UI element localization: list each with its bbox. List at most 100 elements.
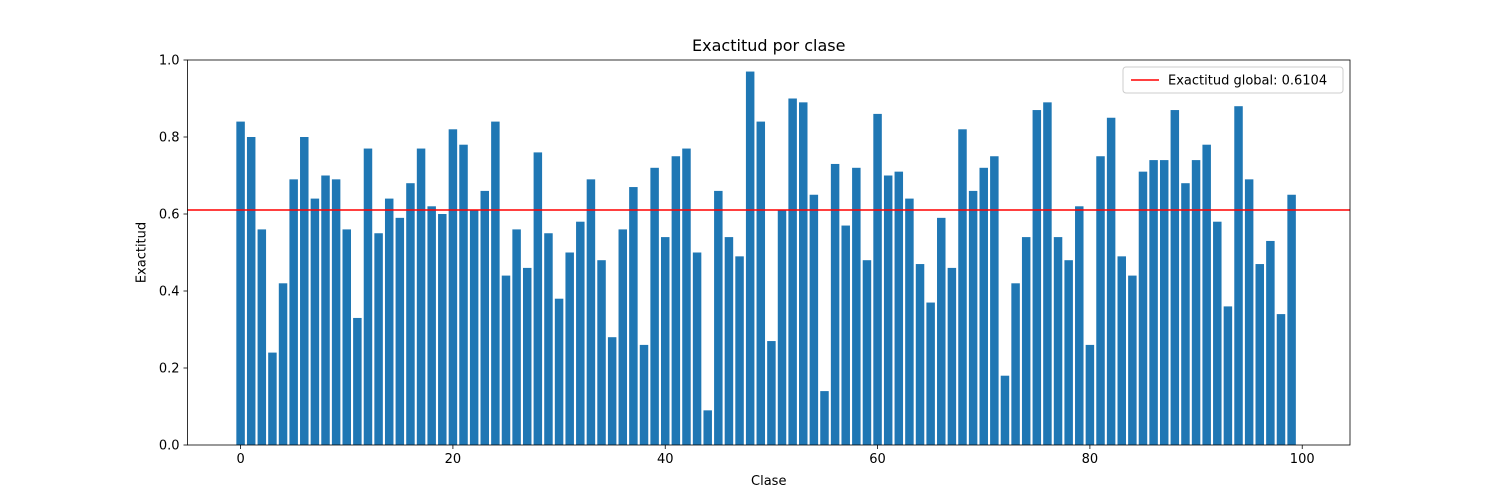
bar-class-12 [363,148,373,446]
bar-class-46 [724,237,734,445]
bar-class-32 [576,221,585,445]
bar-class-6 [300,137,309,445]
bar-class-80 [1085,344,1095,445]
bar-class-33 [586,179,596,445]
bar-class-40 [660,237,670,445]
bar-class-97 [1266,240,1275,445]
bar-class-26 [512,229,521,445]
bar-class-50 [767,341,776,445]
bar-class-66 [937,217,946,445]
bar-class-20 [448,129,458,446]
bar-class-62 [894,171,904,445]
bar-class-19 [438,214,447,445]
bar-class-65 [926,302,935,445]
x-axis-label: Clase [751,474,786,489]
bar-class-1 [246,137,256,445]
bar-class-91 [1202,144,1211,445]
bar-class-13 [374,233,383,445]
bar-class-53 [799,102,808,445]
bar-class-38 [639,344,649,445]
x-tick-label: 40 [657,452,674,467]
bar-class-45 [714,190,723,445]
bar-class-87 [1159,160,1169,445]
bar-class-56 [830,163,840,445]
bar-class-59 [862,260,872,445]
bar-class-51 [777,210,787,445]
y-tick-label: 0.8 [159,131,180,146]
legend-box [1122,66,1344,94]
bar-class-21 [459,144,468,445]
bar-class-85 [1138,171,1148,445]
y-axis-label: Exactitud [135,222,150,283]
bar-class-9 [331,179,341,445]
bar-class-75 [1032,110,1042,446]
bar-class-28 [533,152,543,445]
bar-class-79 [1075,206,1084,445]
bar-class-55 [820,391,829,445]
bar-class-29 [544,233,553,445]
bar-class-48 [745,71,755,446]
bar-class-86 [1149,160,1158,445]
bar-class-39 [650,167,659,446]
bars-group [236,71,1296,446]
x-tick-label: 100 [1290,452,1315,467]
x-tick-label: 80 [1082,452,1099,467]
bar-class-31 [565,252,574,445]
bar-class-54 [809,194,819,445]
bar-class-84 [1128,275,1137,445]
bar-class-35 [607,337,617,445]
bar-class-8 [321,175,330,445]
bar-class-41 [671,156,681,445]
bar-class-43 [692,252,702,445]
bar-class-78 [1064,260,1073,445]
bar-class-47 [735,256,744,445]
bar-class-92 [1213,221,1222,445]
bar-class-93 [1223,306,1233,445]
bar-class-71 [990,156,999,445]
bar-class-10 [342,229,351,445]
bar-class-25 [501,275,511,445]
bar-class-22 [469,210,479,445]
bar-class-3 [268,352,277,445]
bar-class-69 [968,190,978,445]
bar-class-60 [873,113,882,446]
bar-class-67 [947,267,957,445]
bar-class-81 [1096,156,1105,445]
x-tick-label: 0 [236,452,244,467]
bar-class-89 [1181,183,1190,445]
bar-class-15 [395,217,405,445]
y-tick-label: 0.2 [159,362,180,377]
bar-class-49 [756,121,766,445]
bar-class-44 [703,410,712,445]
bar-class-94 [1234,106,1243,445]
bar-class-11 [353,317,362,445]
x-tick-label: 20 [445,452,462,467]
bar-class-77 [1053,237,1063,445]
bar-class-76 [1043,102,1052,445]
bar-class-82 [1106,117,1116,445]
plot-frame [187,59,1351,446]
y-tick-label: 0.6 [159,208,180,223]
y-tick-label: 0.4 [159,285,180,300]
x-tick-label: 60 [869,452,886,467]
bar-class-27 [522,267,532,445]
chart-title: Exactitud por clase [692,36,845,55]
bar-class-36 [618,229,628,445]
bar-class-68 [958,129,967,446]
bar-class-5 [289,179,298,445]
bar-class-63 [905,198,914,445]
bar-class-99 [1287,194,1296,445]
bar-class-23 [480,190,489,445]
axes-group: 0 20 40 60 80 100 0.0 0.2 0.4 0.6 0.8 1.0 [159,54,1351,467]
bar-class-18 [427,206,436,445]
bar-class-30 [554,298,564,445]
bar-class-72 [1000,375,1010,445]
bar-class-2 [257,229,267,445]
bar-class-14 [384,198,394,445]
bar-class-52 [788,98,797,445]
bar-class-61 [883,175,893,445]
bar-class-0 [236,121,245,445]
bar-class-24 [491,121,500,445]
bar-class-17 [416,148,426,446]
